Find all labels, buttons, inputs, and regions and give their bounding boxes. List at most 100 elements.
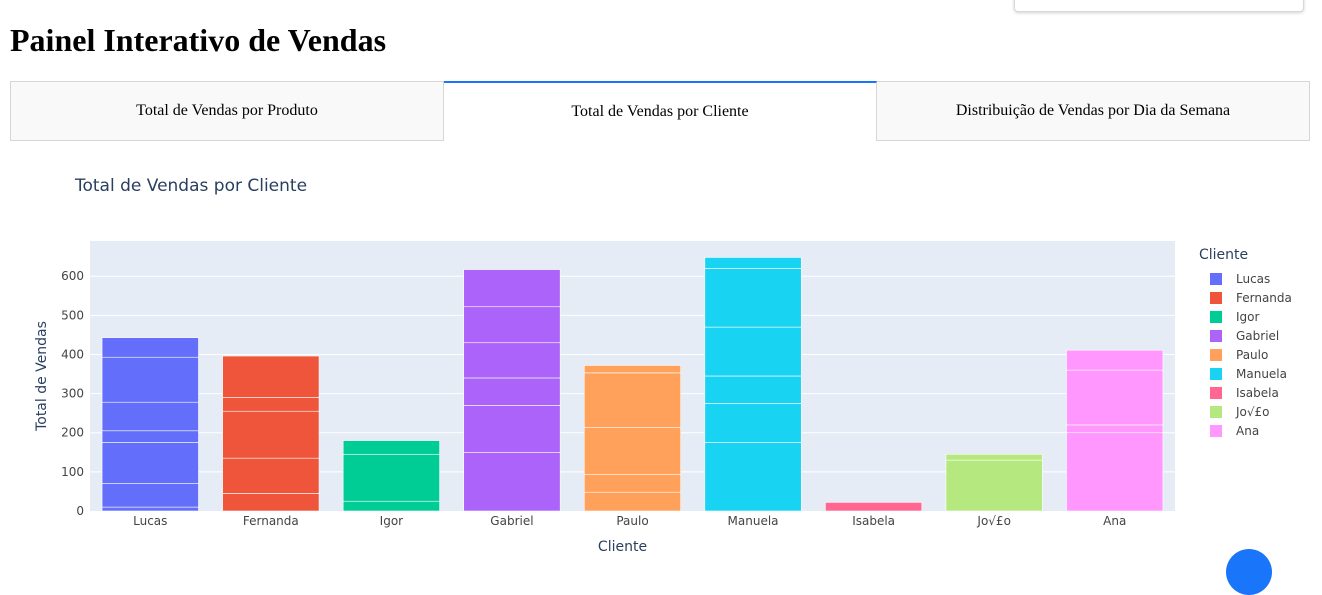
bar-gabriel[interactable] [463,269,561,512]
x-tick-label: Isabela [852,514,895,528]
bar-segment[interactable] [222,493,320,512]
bar-segment[interactable] [583,365,682,374]
bar-lucas[interactable] [101,337,199,512]
bar-fernanda[interactable] [222,355,320,512]
bar-segment[interactable] [101,506,199,512]
tab-bar: Total de Vendas por Produto Total de Ven… [10,81,1310,141]
x-tick-label: Ana [1103,514,1126,528]
bar-segment[interactable] [583,372,682,428]
legend-swatch[interactable] [1210,406,1222,418]
bar-segment[interactable] [945,459,1043,512]
bar-segment[interactable] [101,356,199,403]
y-axis-title: Total de Vendas [34,321,50,432]
legend-item-label: Paulo [1236,348,1268,362]
y-tick-label: 500 [61,308,84,322]
bar-isabela[interactable] [825,502,923,512]
legend-swatch[interactable] [1210,425,1222,437]
x-tick-label: Igor [380,514,403,528]
bar-segment[interactable] [704,403,802,443]
tab-sales-by-product[interactable]: Total de Vendas por Produto [10,81,444,141]
x-tick-label: Manuela [728,514,779,528]
bar-segment[interactable] [463,306,561,344]
tab-sales-by-weekday[interactable]: Distribuição de Vendas por Dia da Semana [877,81,1310,141]
bar-segment[interactable] [1066,349,1164,371]
legend-item-label: Fernanda [1236,291,1292,305]
bar-paulo[interactable] [583,365,682,512]
y-tick-label: 100 [61,465,84,479]
bar-segment[interactable] [583,491,682,512]
y-tick-label: 300 [61,387,84,401]
bar-chart-svg[interactable]: 0 100 200 300 400 500 600 Lucas Fernanda Igor Gabr… [10,160,1310,555]
floating-help-button[interactable] [1226,549,1272,595]
legend-item-label: Igor [1236,310,1259,324]
legend-swatch[interactable] [1210,273,1222,285]
bar-segment[interactable] [342,500,440,512]
bar-segment[interactable] [342,453,440,502]
legend-swatch[interactable] [1210,292,1222,304]
legend-item-label: Isabela [1236,386,1279,400]
legend-item-label: Jo√£o [1235,405,1270,419]
legend-swatch[interactable] [1210,311,1222,323]
autoscale-icon[interactable] [1170,0,1182,5]
x-tick-label: Paulo [616,514,648,528]
bar-segment[interactable] [101,442,199,484]
zoom-in-icon[interactable] [1102,0,1114,5]
x-tick-label: Jo√£o [976,514,1011,528]
bar-jo-o[interactable] [945,453,1043,512]
x-tick-label: Gabriel [490,514,533,528]
legend-item-label: Manuela [1236,367,1287,381]
bar-segment[interactable] [463,452,561,512]
bar-segment[interactable] [583,427,682,475]
y-tick-label: 200 [61,426,84,440]
zoom-out-icon[interactable] [1136,0,1148,5]
page-title: Painel Interativo de Vendas [10,22,387,58]
bar-segment[interactable] [342,440,440,455]
chart-title: Total de Vendas por Cliente [74,176,307,196]
tab-sales-by-client[interactable]: Total de Vendas por Cliente [444,81,877,141]
reset-axes-icon[interactable] [1204,0,1216,5]
legend-item-label: Ana [1236,424,1259,438]
bar-segment[interactable] [704,375,802,404]
pan-icon[interactable] [1068,0,1080,5]
bar-segment[interactable] [101,337,199,358]
bar-manuela[interactable] [704,257,802,512]
bar-segment[interactable] [1066,432,1164,512]
bar-segment[interactable] [463,405,561,453]
bar-segment[interactable] [463,269,561,308]
chart-modebar[interactable] [1014,0,1304,12]
bar-segment[interactable] [101,483,199,508]
bar-igor[interactable] [342,440,440,512]
y-tick-label: 0 [76,504,84,518]
bar-segment[interactable] [463,377,561,406]
bar-segment[interactable] [825,502,923,512]
x-axis-title: Cliente [598,539,647,555]
bar-segment[interactable] [101,401,199,432]
bar-segment[interactable] [704,442,802,512]
legend-swatch[interactable] [1210,349,1222,361]
bar-segment[interactable] [101,430,199,443]
x-tick-label: Fernanda [243,514,299,528]
x-tick-label: Lucas [133,514,167,528]
bar-segment[interactable] [222,457,320,494]
bar-segment[interactable] [222,397,320,412]
legend-swatch[interactable] [1210,387,1222,399]
bar-segment[interactable] [704,326,802,377]
bar-segment[interactable] [463,342,561,379]
bar-segment[interactable] [583,474,682,493]
legend-swatch[interactable] [1210,368,1222,380]
zoom-icon[interactable] [1034,0,1046,5]
legend-item-label: Lucas [1236,272,1270,286]
bar-segment[interactable] [704,257,802,269]
camera-icon[interactable] [1238,0,1250,5]
bar-segment[interactable] [222,410,320,459]
y-tick-label: 600 [61,269,84,283]
bar-segment[interactable] [1066,369,1164,426]
bar-segment[interactable] [222,355,320,398]
legend-swatch[interactable] [1210,330,1222,342]
plotly-logo-icon[interactable] [1272,0,1284,5]
bar-segment[interactable] [704,268,802,328]
bar-segment[interactable] [1066,424,1164,434]
bar-ana[interactable] [1066,349,1164,512]
sales-by-client-chart[interactable]: 0 100 200 300 400 500 600 Lucas Fernanda Igor Gabr… [10,160,1310,555]
bar-segment[interactable] [945,453,1043,461]
